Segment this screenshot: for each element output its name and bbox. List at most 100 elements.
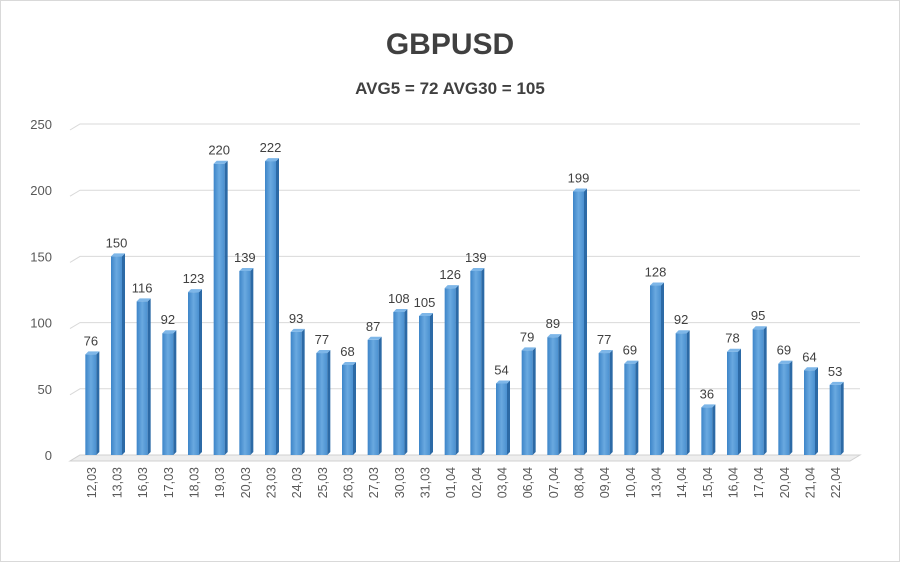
bar: [444, 288, 456, 455]
bar: [85, 354, 97, 455]
bar: [727, 351, 738, 455]
bar-top: [239, 267, 254, 271]
x-tick-label: 09,04: [598, 467, 612, 498]
x-tick-label: 01,04: [444, 467, 458, 498]
bar-side: [815, 367, 818, 455]
bar-top: [342, 361, 356, 365]
x-tick-label: 27,03: [367, 467, 381, 498]
x-tick-label: 16,04: [727, 467, 741, 498]
bar-top: [444, 285, 459, 289]
bar-side: [840, 381, 844, 455]
y-tick-label: 150: [30, 249, 52, 264]
bar-top: [188, 289, 202, 293]
data-label: 123: [183, 271, 205, 286]
x-tick-label: 17,03: [162, 467, 176, 498]
bar-top: [752, 326, 767, 330]
y-tick-label: 250: [30, 117, 52, 132]
bar-top: [829, 381, 844, 385]
bar-top: [290, 328, 305, 332]
bar-top: [393, 309, 408, 313]
bar: [265, 161, 276, 455]
data-label: 95: [751, 308, 765, 323]
bar: [111, 256, 122, 455]
chart-title: GBPUSD: [385, 28, 515, 61]
bar-side: [96, 351, 100, 455]
bar-top: [213, 160, 228, 164]
bar-top: [162, 330, 177, 334]
x-tick-label: 15,04: [701, 467, 715, 498]
x-tick-label: 18,03: [188, 467, 202, 498]
bar: [598, 353, 610, 455]
bar: [573, 191, 584, 456]
y-tick-label: 100: [30, 316, 52, 331]
data-label: 92: [674, 312, 688, 327]
data-label: 222: [260, 140, 282, 155]
data-label: 150: [106, 235, 128, 250]
data-label: 54: [494, 363, 508, 378]
bar-side: [507, 380, 510, 455]
data-label: 78: [725, 331, 739, 346]
bar-top: [675, 330, 690, 334]
bar: [650, 285, 661, 455]
gridline: [69, 123, 860, 131]
bar: [290, 331, 302, 455]
gridline: [69, 189, 860, 197]
floor: [68, 454, 862, 462]
x-tick-label: 12,03: [85, 467, 99, 498]
x-tick-label: 22,04: [829, 467, 843, 498]
data-label: 77: [315, 332, 329, 347]
bar: [804, 370, 815, 455]
bar-side: [122, 253, 125, 455]
x-tick-label: 13,03: [111, 467, 125, 498]
bar: [521, 350, 533, 455]
data-label: 36: [700, 386, 714, 401]
bar-top: [136, 298, 151, 302]
bar: [419, 315, 430, 455]
bar-side: [635, 360, 639, 455]
bar-side: [738, 348, 741, 455]
x-tick-label: 16,03: [136, 467, 150, 498]
bar-top: [573, 188, 587, 192]
bar-side: [353, 361, 356, 455]
data-label: 64: [802, 349, 816, 364]
bar: [393, 312, 405, 455]
bar: [778, 363, 790, 455]
bar: [367, 339, 379, 455]
chart-subtitle: AVG5 = 72 AVG30 = 105: [355, 79, 545, 98]
x-tick-label: 17,04: [752, 467, 766, 498]
bar-top: [778, 360, 793, 364]
bar-top: [85, 351, 100, 355]
data-label: 108: [388, 291, 410, 306]
gridline: [69, 322, 860, 330]
bar-top: [111, 253, 125, 257]
bar-top: [419, 312, 433, 316]
x-tick-label: 23,03: [265, 467, 279, 498]
data-label: 77: [597, 332, 611, 347]
bar-top: [316, 350, 331, 354]
bar-top: [804, 367, 818, 371]
y-tick-label: 0: [45, 448, 52, 463]
y-tick-label: 200: [30, 183, 52, 198]
bar-side: [250, 267, 254, 455]
x-tick-label: 07,04: [547, 467, 561, 498]
bar-top: [624, 360, 639, 364]
bar: [547, 337, 559, 455]
data-label: 69: [777, 343, 791, 358]
bar-side: [558, 334, 562, 455]
data-label: 76: [84, 333, 98, 348]
bar-side: [584, 188, 587, 456]
data-label: 126: [439, 267, 461, 282]
bar: [162, 333, 174, 455]
bar-side: [378, 336, 382, 455]
bar-side: [199, 289, 202, 455]
data-label: 128: [645, 265, 667, 280]
bar-side: [404, 309, 408, 455]
data-label: 89: [546, 316, 560, 331]
bar-side: [481, 267, 485, 455]
bar: [701, 407, 713, 455]
bar: [188, 292, 199, 455]
x-tick-label: 20,04: [778, 467, 792, 498]
bar: [342, 364, 353, 455]
bar-top: [470, 267, 485, 271]
